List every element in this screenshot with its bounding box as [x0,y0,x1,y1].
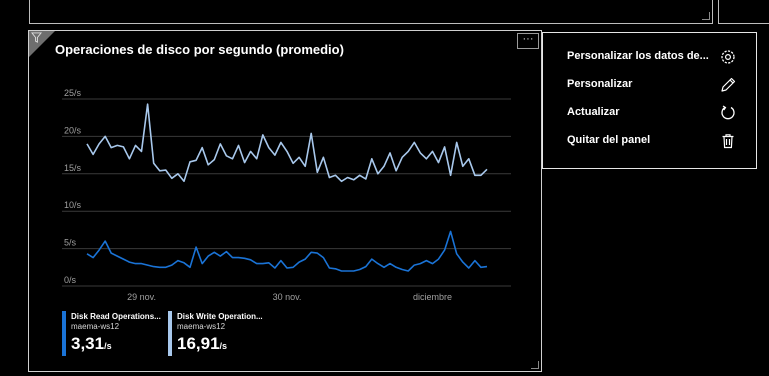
legend-unit: /s [219,341,228,351]
line-chart: 25/s 20/s 15/s 10/s 5/s 0/s 29 nov. 30 nov. dici… [62,88,511,302]
y-tick-label: 0/s [64,275,77,285]
top-tile-frame [29,0,713,24]
y-tick-label: 20/s [64,125,82,135]
y-tick-label: 15/s [64,163,82,173]
menu-item-refresh[interactable]: Actualizar [567,103,747,125]
top-right-tile-frame [718,0,769,24]
y-tick-label: 5/s [64,238,77,248]
legend-series-name: Disk Write Operation... [177,312,263,321]
panel-title: Operaciones de disco por segundo (promed… [55,42,344,57]
x-tick-label: diciembre [413,292,452,302]
legend-host-name: maema-ws12 [177,322,226,331]
menu-item-customize-data[interactable]: Personalizar los datos de... [567,47,747,69]
legend-unit: /s [104,341,112,351]
resize-grip-icon[interactable] [702,12,710,20]
filter-icon[interactable] [31,32,42,43]
legend-summary-value: 16,91/s [177,334,228,353]
legend-color-bar [62,311,66,356]
menu-item-label: Personalizar [567,78,633,90]
disk-operations-tile[interactable]: Operaciones de disco por segundo (promed… [28,30,542,372]
context-menu: Personalizar los datos de... Personaliza… [542,32,757,169]
more-options-icon[interactable]: ··· [517,33,539,49]
legend-summary-value: 3,31/s [71,334,112,353]
x-tick-label: 30 nov. [273,292,302,302]
menu-item-remove[interactable]: Quitar del panel [567,131,747,153]
pencil-icon [721,77,736,92]
legend-series-name: Disk Read Operations... [71,312,161,321]
menu-item-label: Personalizar los datos de... [567,50,709,62]
x-tick-label: 29 nov. [127,292,156,302]
menu-item-label: Quitar del panel [567,134,651,146]
trash-icon [722,134,734,149]
series-line [86,103,488,183]
series-line [86,230,488,272]
menu-item-customize[interactable]: Personalizar [567,75,747,97]
legend-host-name: maema-ws12 [71,322,120,331]
legend-color-bar [168,311,172,356]
gear-icon [721,50,735,64]
menu-item-label: Actualizar [567,106,620,118]
resize-grip-icon[interactable] [531,361,539,369]
y-tick-label: 10/s [64,200,82,210]
y-tick-label: 25/s [64,88,82,98]
refresh-icon [721,105,735,120]
